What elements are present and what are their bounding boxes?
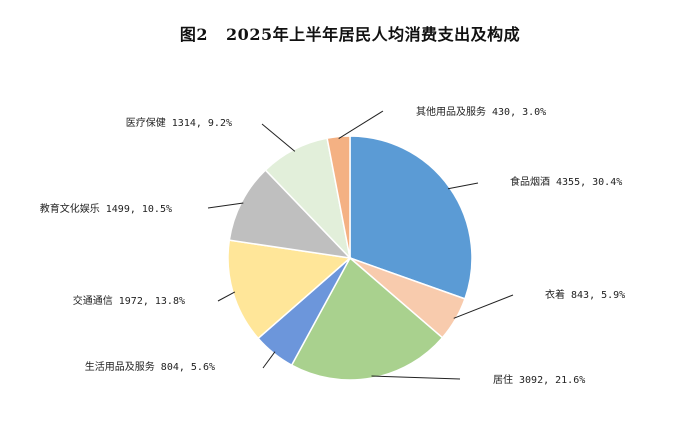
leader-line bbox=[453, 294, 514, 319]
leader-line bbox=[338, 110, 384, 139]
leader-line bbox=[261, 123, 296, 152]
chart-title: 图2 2025年上半年居民人均消费支出及构成 bbox=[0, 21, 700, 45]
slice-label: 生活用品及服务 804, 5.6% bbox=[85, 360, 215, 373]
leader-line bbox=[217, 291, 236, 302]
leader-line bbox=[371, 375, 461, 380]
chart-title-text: 2025年上半年居民人均消费支出及构成 bbox=[226, 25, 521, 44]
slice-label: 教育文化娱乐 1499, 10.5% bbox=[40, 202, 172, 215]
pie-slice bbox=[326, 135, 351, 259]
pie-slice bbox=[290, 256, 444, 381]
slice-label: 医疗保健 1314, 9.2% bbox=[126, 116, 232, 129]
figure-number: 图2 bbox=[179, 25, 209, 44]
leader-line bbox=[262, 351, 276, 369]
leader-line bbox=[447, 182, 479, 190]
pie-slice bbox=[228, 168, 353, 260]
slice-label: 交通通信 1972, 13.8% bbox=[73, 294, 185, 307]
slice-label: 居住 3092, 21.6% bbox=[493, 373, 585, 386]
pie-slice bbox=[349, 135, 473, 300]
leader-line bbox=[207, 202, 244, 209]
slice-label: 食品烟酒 4355, 30.4% bbox=[510, 175, 622, 188]
slice-label: 其他用品及服务 430, 3.0% bbox=[416, 105, 546, 118]
slice-label: 衣着 843, 5.9% bbox=[545, 288, 625, 301]
